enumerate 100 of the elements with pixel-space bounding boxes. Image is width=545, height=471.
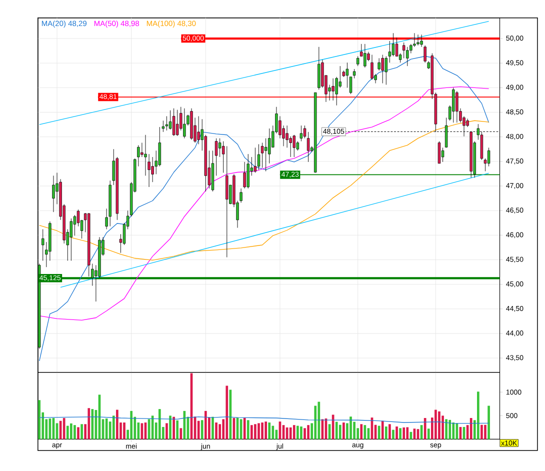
candlestick xyxy=(246,154,250,189)
bar xyxy=(158,408,161,440)
bar xyxy=(74,424,76,440)
bar xyxy=(204,410,207,440)
candlestick xyxy=(335,76,338,106)
bar xyxy=(215,422,218,440)
bar xyxy=(350,416,352,440)
candlestick xyxy=(172,108,176,136)
bar xyxy=(402,427,406,440)
candlestick xyxy=(214,138,218,176)
bar xyxy=(300,426,302,440)
candlestick xyxy=(406,46,409,66)
line-series xyxy=(38,416,490,424)
bar xyxy=(264,421,267,440)
candlestick xyxy=(487,147,490,166)
candlestick xyxy=(452,87,455,123)
bar xyxy=(480,424,483,440)
bar xyxy=(445,419,448,440)
candlestick xyxy=(70,218,73,261)
candlestick xyxy=(318,46,320,90)
bar xyxy=(166,423,168,440)
candlestick xyxy=(240,188,242,203)
candlestick xyxy=(306,132,310,162)
candlestick xyxy=(346,62,349,88)
bar xyxy=(289,427,292,440)
candlestick xyxy=(183,108,186,138)
bar xyxy=(38,400,40,440)
bar xyxy=(406,427,409,440)
bar xyxy=(342,422,345,440)
bar xyxy=(272,426,274,440)
bar xyxy=(360,424,363,440)
bar xyxy=(254,424,256,440)
bar xyxy=(388,424,391,440)
candlestick xyxy=(52,175,55,212)
bar xyxy=(197,420,200,440)
bar xyxy=(292,424,296,440)
bar xyxy=(392,430,394,440)
bar xyxy=(434,410,437,440)
bar xyxy=(66,426,69,440)
candlestick xyxy=(260,142,264,168)
bar xyxy=(246,420,250,440)
candlestick xyxy=(226,146,228,258)
bar xyxy=(396,426,398,440)
bar xyxy=(314,406,317,440)
bar xyxy=(477,391,480,440)
bar xyxy=(62,418,66,440)
bar xyxy=(438,411,440,440)
candlestick xyxy=(286,125,288,148)
bar xyxy=(307,424,310,440)
candlestick xyxy=(257,144,260,170)
candlestick xyxy=(438,140,441,164)
candlestick xyxy=(243,162,246,189)
bar xyxy=(77,427,80,440)
bar xyxy=(112,416,115,440)
bar xyxy=(88,408,90,440)
candlestick xyxy=(176,109,179,136)
bar xyxy=(91,408,94,440)
bar xyxy=(399,428,402,440)
bar xyxy=(243,418,246,440)
bar xyxy=(448,420,452,440)
line-series xyxy=(38,56,490,362)
bar xyxy=(250,424,253,440)
bar xyxy=(258,423,260,440)
candlestick xyxy=(384,56,388,85)
bar xyxy=(123,422,126,440)
bar xyxy=(452,422,455,440)
candlestick xyxy=(444,117,448,148)
bar xyxy=(484,424,486,440)
bar xyxy=(80,424,83,440)
bar xyxy=(381,420,384,440)
bar xyxy=(169,416,172,440)
candlestick xyxy=(303,125,306,138)
candlestick xyxy=(268,128,271,164)
bar xyxy=(470,418,472,440)
bar xyxy=(335,422,338,440)
candlestick xyxy=(254,147,257,173)
bar xyxy=(338,424,342,440)
bar xyxy=(172,416,175,440)
candlestick xyxy=(370,54,374,80)
candlestick xyxy=(364,44,366,68)
candlestick xyxy=(356,56,360,66)
bar xyxy=(212,416,214,440)
bar xyxy=(488,406,490,440)
bar xyxy=(116,410,118,440)
bar xyxy=(200,420,204,440)
candlestick xyxy=(456,90,458,123)
candlestick xyxy=(165,116,168,131)
bar xyxy=(261,422,264,440)
candlestick xyxy=(292,134,296,158)
bar xyxy=(364,424,366,440)
bar xyxy=(70,423,72,440)
candlestick xyxy=(197,116,200,144)
bar xyxy=(304,428,306,440)
candlestick xyxy=(332,78,334,101)
bar xyxy=(318,402,320,440)
line-series xyxy=(38,120,490,260)
candlestick xyxy=(416,34,420,46)
bar xyxy=(384,426,388,440)
bar xyxy=(427,428,430,440)
line-series xyxy=(38,86,490,320)
